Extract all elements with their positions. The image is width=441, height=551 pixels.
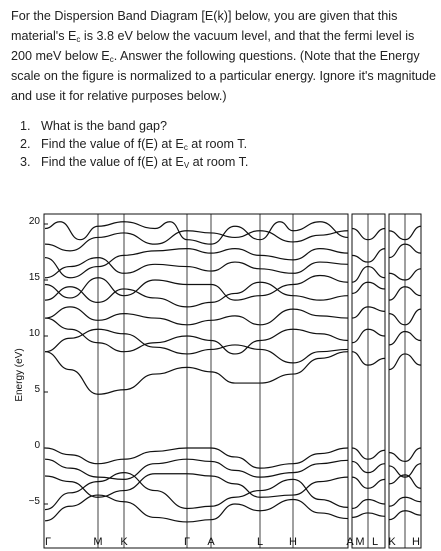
k-point-label: M xyxy=(355,536,364,548)
band-curve xyxy=(388,308,422,326)
question-text: What is the band gap? xyxy=(41,119,168,133)
band-curve xyxy=(44,494,349,523)
question-list: 1. What is the band gap? 2. Find the val… xyxy=(20,117,248,171)
question-number: 3. xyxy=(20,155,31,169)
band-curve xyxy=(44,257,349,279)
band-curve xyxy=(44,351,349,395)
y-tick-labels: 20 15 10 5 0 −5 xyxy=(29,216,41,507)
panel-frame-1 xyxy=(43,213,349,549)
band-curve xyxy=(44,230,349,252)
ec-subscript-2: c xyxy=(109,55,114,64)
band-curve xyxy=(351,498,386,510)
k-point-label: M xyxy=(93,536,102,548)
y-tick-label: 0 xyxy=(34,440,40,451)
y-ticks xyxy=(44,223,48,505)
question-text-pre: Find the value of f(E) at E xyxy=(41,155,184,169)
problem-text-2: is 3.8 eV below the vacuum level, and th… xyxy=(11,29,415,63)
band-curve xyxy=(351,460,386,474)
k-point-label: L xyxy=(257,536,263,548)
symmetry-lines xyxy=(97,214,406,548)
problem-text-1: For the Dispersion Band Diagram [E(k)] b… xyxy=(11,9,398,43)
k-point-label: Γ xyxy=(45,536,51,548)
band-curve xyxy=(388,286,422,301)
band-curve xyxy=(44,221,349,245)
k-point-label: L xyxy=(372,536,378,548)
band-curve xyxy=(351,265,386,283)
band-curves xyxy=(44,221,422,523)
panel-frame-2 xyxy=(351,213,386,549)
band-curve xyxy=(44,306,349,326)
band-curve xyxy=(388,353,422,371)
question-number: 2. xyxy=(20,137,31,151)
band-curve xyxy=(44,447,349,469)
band-curve xyxy=(44,328,349,364)
k-point-label: Γ xyxy=(184,536,190,548)
band-curve xyxy=(388,510,422,521)
band-curve xyxy=(351,512,386,519)
band-curve xyxy=(44,473,349,498)
band-curve xyxy=(388,463,422,478)
ec-subscript-1: c xyxy=(76,35,81,44)
k-point-label: A xyxy=(207,536,215,548)
question-text: Find the value of f(E) at Ec at room T. xyxy=(41,135,247,153)
question-subscript: c xyxy=(183,143,188,152)
y-tick-label: 20 xyxy=(29,216,41,227)
k-point-label: H xyxy=(289,536,297,548)
question-text-pre: Find the value of f(E) at E xyxy=(41,137,184,151)
question-subscript: V xyxy=(183,161,190,170)
band-curve xyxy=(351,227,386,241)
k-point-label: A xyxy=(346,536,354,548)
problem-statement: For the Dispersion Band Diagram [E(k)] b… xyxy=(11,6,436,106)
question-3: 3. Find the value of f(E) at EV at room … xyxy=(20,153,248,171)
band-curve xyxy=(388,243,422,259)
k-point-label: H xyxy=(412,536,420,548)
question-number: 1. xyxy=(20,119,31,133)
k-point-label: K xyxy=(388,536,396,548)
band-curve xyxy=(388,330,422,346)
band-curve xyxy=(351,351,386,366)
y-tick-label: 10 xyxy=(29,328,41,339)
band-curve xyxy=(351,306,386,319)
band-curve xyxy=(388,474,422,489)
band-curve xyxy=(388,268,422,281)
y-tick-label: 15 xyxy=(29,272,41,283)
band-curve xyxy=(44,317,349,355)
question-text-post: at room T. xyxy=(187,137,248,151)
question-text-post: at room T. xyxy=(189,155,249,169)
band-curve xyxy=(388,496,422,507)
y-tick-label: −5 xyxy=(29,496,41,507)
band-curve xyxy=(351,328,386,344)
band-curve xyxy=(44,248,349,279)
band-curve xyxy=(44,458,349,480)
question-2: 2. Find the value of f(E) at Ec at room … xyxy=(20,135,248,153)
question-text: Find the value of f(E) at EV at room T. xyxy=(41,153,248,171)
band-curve xyxy=(44,472,349,511)
band-curve xyxy=(351,476,386,489)
y-tick-label: 5 xyxy=(34,384,40,395)
band-curve xyxy=(351,281,386,295)
band-curve xyxy=(44,281,349,308)
question-1: 1. What is the band gap? xyxy=(20,117,248,135)
k-point-label: K xyxy=(120,536,128,548)
band-curve xyxy=(388,447,422,463)
band-curve xyxy=(351,248,386,263)
problem-text-3: . Answer the following questions. (Note … xyxy=(11,49,436,103)
y-axis-label: Energy (eV) xyxy=(14,348,25,401)
band-curve xyxy=(44,274,349,301)
band-curve xyxy=(388,225,422,241)
band-curve xyxy=(351,447,386,460)
